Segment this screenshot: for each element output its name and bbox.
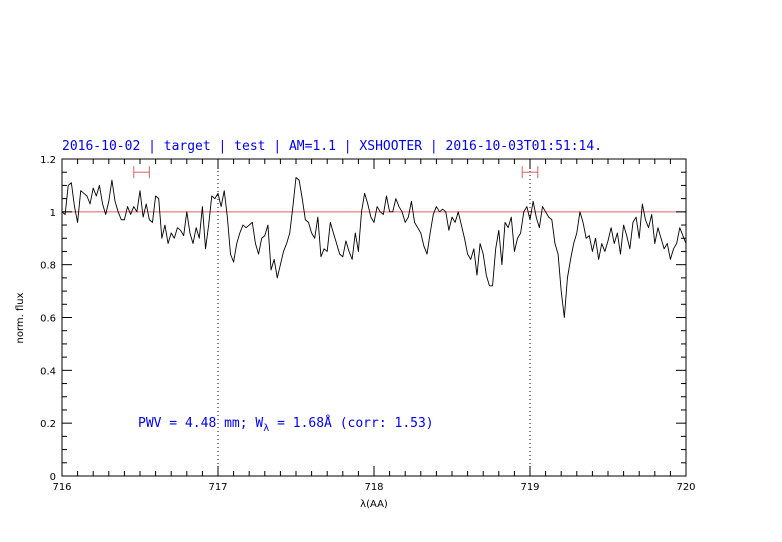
y-axis-label: norm. flux xyxy=(15,292,26,343)
pwv-annotation-subscript: λ xyxy=(263,423,269,434)
y-tick-label: 1 xyxy=(50,208,56,219)
x-axis-label: λ(AA) xyxy=(360,499,388,510)
x-tick-label: 718 xyxy=(364,482,383,493)
chart-title: 2016-10-02 | target | test | AM=1.1 | XS… xyxy=(62,139,602,154)
y-tick-label: 1.2 xyxy=(40,155,56,166)
x-tick-label: 717 xyxy=(208,482,227,493)
y-tick-label: 0.6 xyxy=(40,314,56,325)
y-tick-label: 0.2 xyxy=(40,419,56,430)
series-group xyxy=(61,177,687,318)
x-tick-label: 720 xyxy=(676,482,695,493)
pwv-annotation-prefix: PWV = 4.48 mm; W xyxy=(138,416,263,431)
pwv-annotation: PWV = 4.48 mm; Wλ = 1.68Å (corr: 1.53) xyxy=(138,415,434,434)
plot-area xyxy=(62,159,686,476)
pwv-annotation-suffix: = 1.68Å (corr: 1.53) xyxy=(269,415,433,431)
y-tick-label: 0.4 xyxy=(40,366,56,377)
flux-series-line xyxy=(61,177,687,318)
x-tick-label: 719 xyxy=(520,482,539,493)
x-tick-label: 716 xyxy=(52,482,71,493)
y-tick-label: 0 xyxy=(50,472,56,483)
axis-ticks: 716 717 718 719 720 0 0.2 0.4 0.6 0.8 1 1.2 xyxy=(40,155,695,493)
markers-group xyxy=(133,166,539,179)
y-tick-label: 0.8 xyxy=(40,261,56,272)
